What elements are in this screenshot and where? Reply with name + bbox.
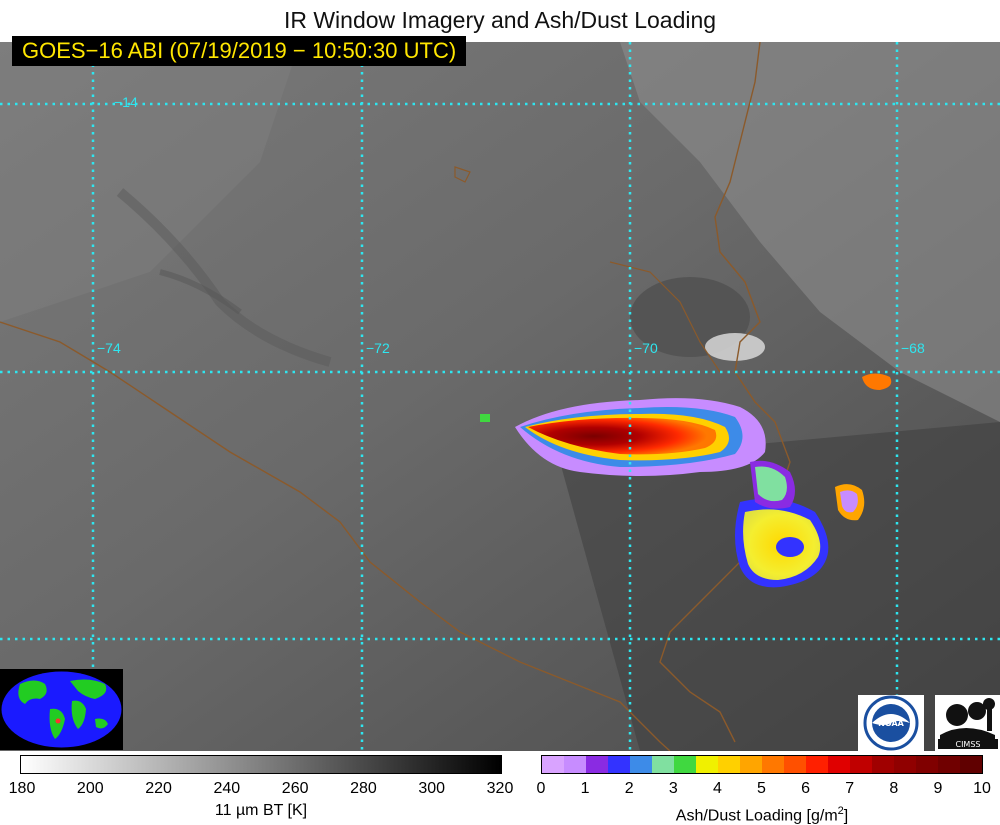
ash-tick-label: 1 <box>580 780 590 797</box>
lon-label-68: −68 <box>901 340 925 356</box>
map-canvas <box>0 42 1000 751</box>
ir-tick-label: 320 <box>486 780 514 797</box>
ash-color-swatch <box>652 756 674 773</box>
ir-colorbar <box>20 755 502 774</box>
ash-color-swatch <box>586 756 608 773</box>
satellite-map[interactable] <box>0 42 1000 751</box>
ash-label-sup: 2 <box>837 805 844 817</box>
ash-tick-label: 10 <box>973 780 991 797</box>
ash-tick-label: 7 <box>845 780 855 797</box>
ash-color-swatch <box>916 756 938 773</box>
ash-colorbar <box>541 755 983 774</box>
svg-text:NOAA: NOAA <box>878 719 904 728</box>
ash-color-swatch <box>674 756 696 773</box>
plume-core <box>528 417 717 455</box>
lon-label-74: −74 <box>97 340 121 356</box>
lon-label-72: −72 <box>366 340 390 356</box>
coastline <box>0 321 671 751</box>
ash-color-swatch <box>740 756 762 773</box>
globe-inset <box>0 669 123 750</box>
ir-colorbar-label: 11 µm BT [K] <box>214 802 308 819</box>
border-line <box>659 42 791 743</box>
ash-color-swatch <box>850 756 872 773</box>
ash-tick-label: 0 <box>536 780 546 797</box>
lon-label-70: −70 <box>634 340 658 356</box>
ash-tick-label: 6 <box>801 780 811 797</box>
ash-tick-label: 4 <box>712 780 722 797</box>
ash-color-swatch <box>608 756 630 773</box>
plume-patch-ne <box>862 373 892 390</box>
ash-color-swatch <box>542 756 564 773</box>
ir-tick-label: 220 <box>145 780 172 797</box>
ir-tick-label: 300 <box>418 780 446 797</box>
ir-tick-label: 280 <box>350 780 377 797</box>
noaa-logo: NOAA <box>858 695 924 751</box>
ash-label-main: Ash/Dust Loading [g/m <box>675 807 838 825</box>
ash-color-swatch <box>828 756 850 773</box>
ash-color-swatch <box>784 756 806 773</box>
ash-color-swatch <box>938 756 960 773</box>
ash-color-swatch <box>872 756 894 773</box>
ash-color-swatch <box>806 756 828 773</box>
ash-color-swatch <box>696 756 718 773</box>
page-title: IR Window Imagery and Ash/Dust Loading <box>283 7 717 33</box>
ash-color-swatch <box>564 756 586 773</box>
lat-label: −14 <box>114 94 138 110</box>
ash-tick-label: 2 <box>624 780 634 797</box>
ir-tick-label: 260 <box>281 780 309 797</box>
ash-label-end: ] <box>843 807 849 825</box>
ir-tick-label: 180 <box>8 780 36 797</box>
ash-color-swatch <box>718 756 740 773</box>
ash-tick-label: 8 <box>889 780 899 797</box>
ash-tick-label: 9 <box>933 780 943 797</box>
ash-tick-label: 5 <box>757 780 766 797</box>
ash-tick-label: 3 <box>668 780 678 797</box>
ir-tick-label: 200 <box>76 780 104 797</box>
cloud-shape <box>705 333 765 361</box>
ash-color-swatch <box>630 756 652 773</box>
ash-colorbar-label: Ash/Dust Loading [g/m2] <box>676 802 848 825</box>
ir-tick-label: 240 <box>213 780 241 797</box>
ash-color-swatch <box>960 756 982 773</box>
cimss-logo: CIMSS <box>935 695 1000 751</box>
svg-text:CIMSS: CIMSS <box>955 740 980 749</box>
ash-color-swatch <box>894 756 916 773</box>
timestamp-label: GOES−16 ABI (07/19/2019 − 10:50:30 UTC) <box>12 36 467 66</box>
graticule <box>0 42 1000 751</box>
ash-color-swatch <box>762 756 784 773</box>
